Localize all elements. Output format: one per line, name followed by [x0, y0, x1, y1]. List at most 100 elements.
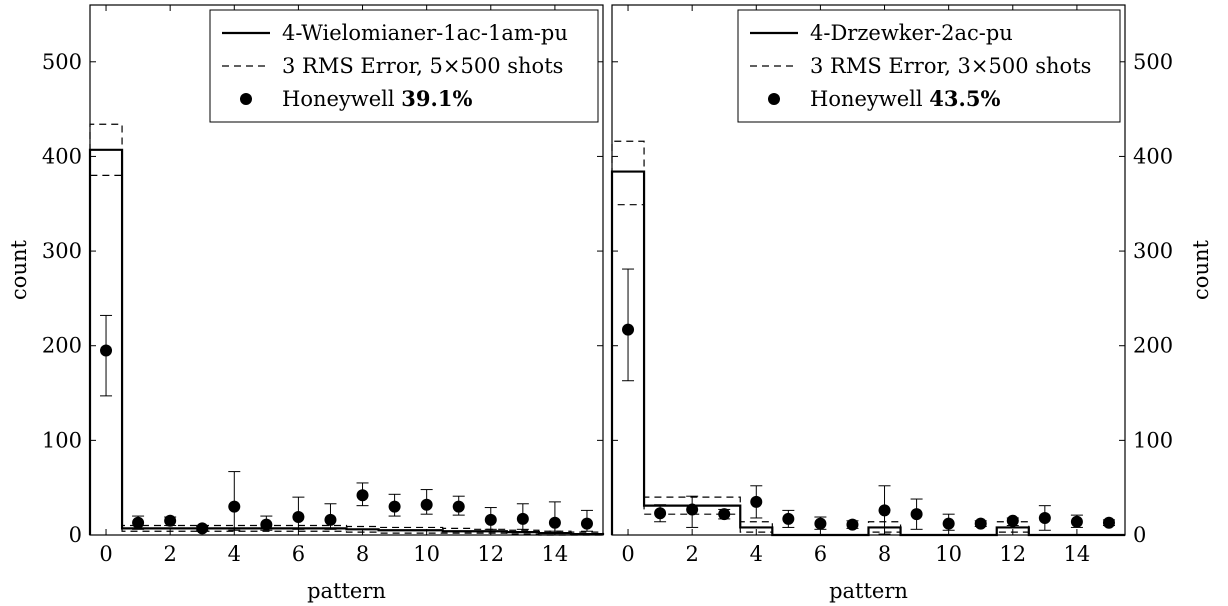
legend-entry: Honeywell 39.1% [282, 86, 472, 111]
y-tick-label: 200 [1133, 334, 1173, 358]
data-point [228, 500, 241, 513]
x-tick-label: 2 [685, 542, 698, 566]
series-model-histogram [610, 170, 1125, 537]
x-tick-label: 8 [878, 542, 891, 566]
data-point [718, 508, 731, 521]
legend-entry-text: 3 RMS Error, 3×500 shots [810, 54, 1091, 78]
rms-error-upper-line [89, 123, 604, 535]
y-axis-label: count [7, 239, 31, 299]
x-tick-label: 6 [292, 542, 305, 566]
legend-entry-bold: 43.5% [929, 86, 1000, 111]
series-rms-error [89, 123, 604, 536]
data-point [974, 517, 987, 530]
data-point [878, 504, 891, 517]
legend-entry: 3 RMS Error, 5×500 shots [282, 54, 563, 78]
y-tick-label: 400 [42, 144, 82, 168]
x-tick-label: 14 [1064, 542, 1091, 566]
data-point [100, 344, 113, 357]
rms-error-lower-line [89, 174, 603, 536]
data-point [324, 513, 337, 526]
rms-error-upper-line [611, 140, 1125, 536]
legend-entry-text: Honeywell [810, 87, 929, 111]
data-point [356, 489, 369, 502]
data-point [942, 517, 955, 530]
x-tick-label: 4 [750, 542, 763, 566]
y-tick-label: 300 [42, 239, 82, 263]
x-tick-label: 12 [477, 542, 504, 566]
y-tick-label: 500 [1133, 50, 1173, 74]
y-tick-label: 200 [42, 334, 82, 358]
series-honeywell [100, 314, 593, 535]
y-axis: 0 100 200 300 400 500 [612, 50, 1173, 547]
data-point [548, 516, 561, 529]
x-tick-label: 0 [621, 542, 634, 566]
legend-box [737, 9, 1121, 123]
data-point [654, 507, 667, 520]
x-tick-label: 4 [228, 542, 241, 566]
x-tick-label: 12 [999, 542, 1026, 566]
legend-entry: Honeywell 43.5% [810, 86, 1000, 111]
data-point [516, 512, 529, 525]
x-tick-label: 8 [356, 542, 369, 566]
y-tick-label: 0 [69, 523, 82, 547]
x-tick-label: 2 [163, 542, 176, 566]
data-point [132, 516, 145, 529]
data-point [388, 500, 401, 513]
y-tick-label: 400 [1133, 144, 1173, 168]
data-point [260, 518, 273, 531]
x-tick-label: 10 [413, 542, 440, 566]
legend-entry-bold: 39.1% [401, 86, 472, 111]
legend-entry-text: Honeywell [282, 87, 401, 111]
legend-entry: 3 RMS Error, 3×500 shots [810, 54, 1091, 78]
legend-box [209, 9, 599, 123]
data-point [1038, 511, 1051, 524]
x-axis: 0 2 4 6 8 10 12 14 [99, 5, 568, 566]
data-point [1070, 515, 1083, 528]
data-point [420, 498, 433, 511]
legend: 4-Wielomianer-1ac-1am-pu 3 RMS Error, 5×5… [209, 9, 599, 123]
data-point [1006, 514, 1019, 527]
x-axis-label: pattern [829, 579, 908, 603]
legend-dot-swatch [240, 93, 252, 105]
y-tick-label: 500 [42, 50, 82, 74]
y-axis: 0 100 200 300 400 500 [42, 50, 603, 547]
data-point [814, 517, 827, 530]
y-axis-label: count [1189, 239, 1213, 299]
legend-entry-text: 3 RMS Error, 5×500 shots [282, 54, 563, 78]
x-tick-label: 6 [814, 542, 827, 566]
data-point [164, 514, 177, 527]
data-point [1102, 516, 1115, 529]
data-point [686, 503, 699, 516]
legend-entry-text: 4-Drzewker-2ac-pu [810, 21, 1013, 45]
data-point [484, 513, 497, 526]
x-axis-label: pattern [307, 579, 386, 603]
y-tick-label: 100 [1133, 428, 1173, 452]
y-tick-label: 100 [42, 428, 82, 452]
x-tick-label: 14 [542, 542, 569, 566]
data-point [452, 500, 465, 513]
x-tick-label: 10 [935, 542, 962, 566]
chart-panel-left: 0 100 200 300 400 500 0 2 4 6 8 10 12 14 pattern count 4… [7, 4, 605, 603]
data-point [622, 323, 635, 336]
data-point [292, 511, 305, 524]
data-point [580, 517, 593, 530]
series-rms-error [611, 140, 1125, 536]
data-point [846, 518, 859, 531]
series-honeywell [622, 268, 1115, 535]
legend-entry-text: 4-Wielomianer-1ac-1am-pu [282, 21, 568, 45]
series-model-histogram [88, 148, 605, 536]
legend: 4-Drzewker-2ac-pu 3 RMS Error, 3×500 shot… [737, 9, 1121, 123]
legend-dot-swatch [768, 93, 780, 105]
chart-panel-right: 0 100 200 300 400 500 0 2 4 6 8 10 12 14 pattern count 4… [610, 4, 1213, 603]
rms-error-lower-line [611, 204, 1125, 536]
data-point [196, 522, 209, 535]
x-tick-label: 0 [99, 542, 112, 566]
y-tick-label: 300 [1133, 239, 1173, 263]
y-tick-label: 0 [1133, 523, 1146, 547]
legend-entry: 4-Wielomianer-1ac-1am-pu [282, 21, 568, 45]
data-point [910, 508, 923, 521]
legend-entry: 4-Drzewker-2ac-pu [810, 21, 1013, 45]
data-point [782, 512, 795, 525]
data-point [750, 495, 763, 508]
